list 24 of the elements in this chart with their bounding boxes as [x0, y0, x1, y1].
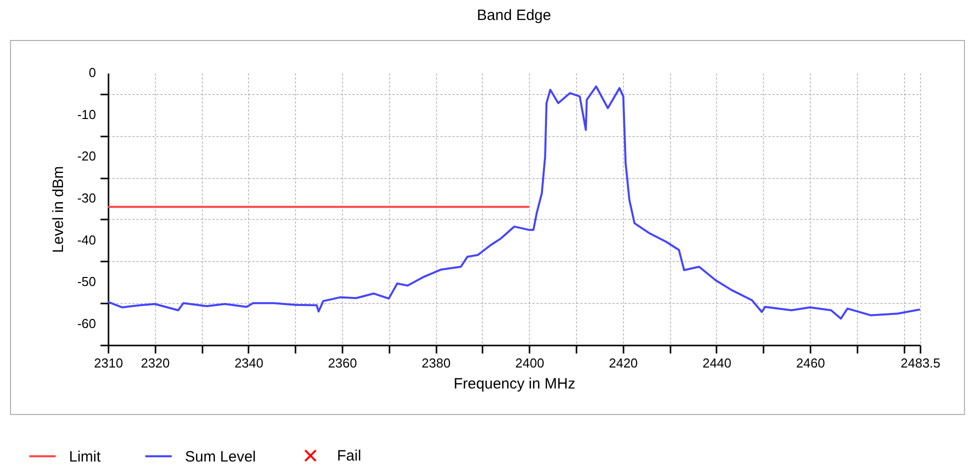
line-series: [108, 85, 920, 320]
x-tick-label: 2320: [140, 356, 170, 370]
y-tick-label: -20: [77, 148, 96, 164]
legend-label: Limit: [69, 448, 102, 465]
x-tick-label: 2483.5: [900, 356, 940, 370]
x-tick-label: 2440: [702, 356, 732, 370]
y-tick-label: -60: [77, 316, 96, 332]
x-tick-label: 2460: [796, 356, 825, 370]
x-tick-label: 2400: [515, 356, 544, 370]
y-axis-title: Level in dBm: [50, 166, 67, 253]
y-tick-label: -10: [77, 106, 96, 122]
legend-label: Sum Level: [185, 448, 256, 465]
x-tick-label: 2380: [422, 356, 451, 370]
y-tick-label: -40: [77, 232, 96, 248]
x-tick-label: 2310: [94, 356, 123, 370]
legend-label: Fail: [337, 448, 362, 465]
x-axis-title: Frequency in MHz: [454, 376, 576, 392]
y-tick-label: -50: [77, 274, 96, 290]
y-tick-label: -30: [77, 190, 96, 206]
chart-title: Band Edge: [476, 7, 552, 24]
x-tick-label: 2420: [608, 356, 638, 370]
y-tick-label: 0: [88, 65, 96, 80]
x-tick-label: 2340: [234, 356, 264, 370]
x-tick-label: 2360: [328, 356, 357, 370]
